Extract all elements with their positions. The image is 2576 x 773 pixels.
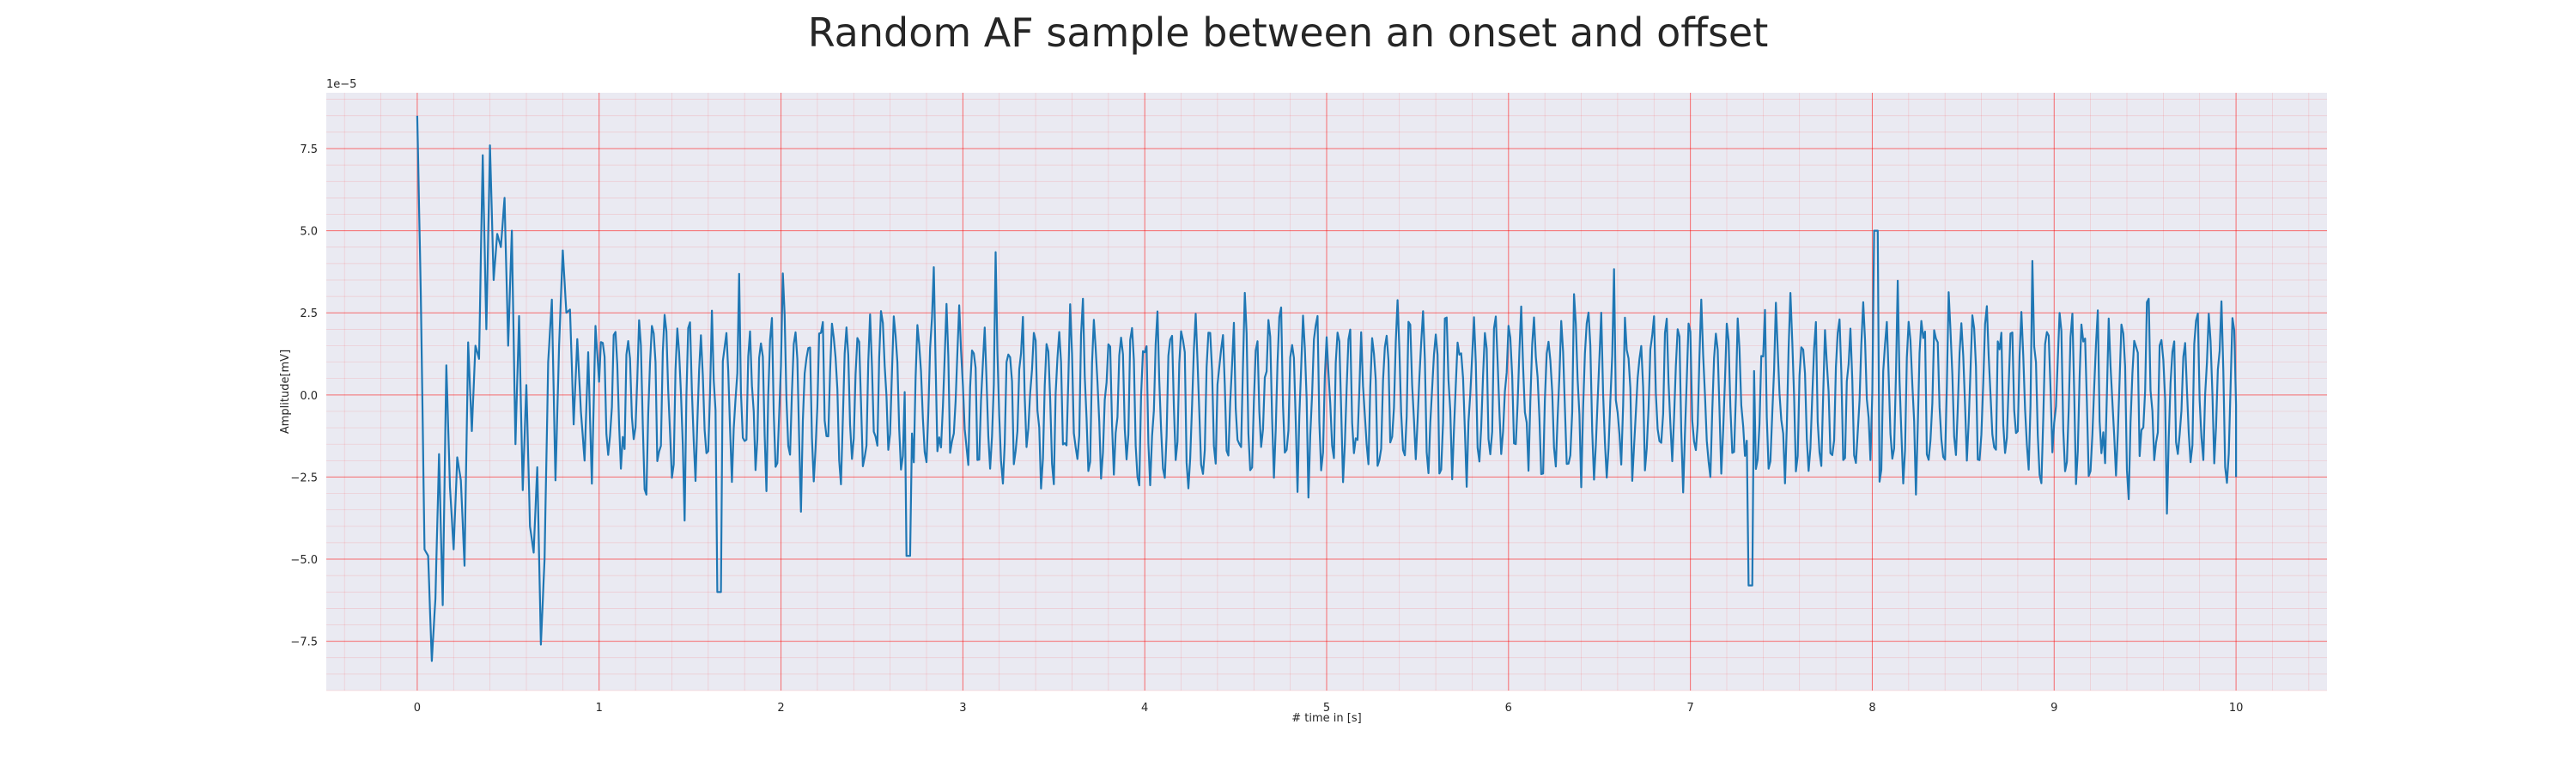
y-tick-label: −7.5: [290, 636, 318, 649]
x-tick-label: 1: [596, 702, 603, 715]
signal-series-line: [416, 115, 2238, 662]
x-tick-label: 8: [1868, 702, 1875, 715]
y-tick-label: 2.5: [300, 307, 318, 320]
y-axis-label: Amplitude[mV]: [279, 350, 292, 434]
x-tick-label: 9: [2050, 702, 2057, 715]
y-tick-label: 0.0: [300, 390, 318, 403]
x-axis-label: # time in [s]: [1291, 712, 1361, 725]
y-tick-label: 5.0: [300, 226, 318, 239]
x-tick-label: 5: [1323, 702, 1330, 715]
x-tick-label: 4: [1141, 702, 1148, 715]
x-tick-label: 7: [1686, 702, 1693, 715]
x-tick-label: 0: [414, 702, 421, 715]
x-tick-label: 6: [1505, 702, 1512, 715]
x-tick-label: 10: [2229, 702, 2244, 715]
x-tick-label: 2: [777, 702, 784, 715]
y-tick-labels: −7.5 −5.0 −2.5 0.0 2.5 5.0 7.5: [290, 143, 318, 649]
x-tick-labels: 0 1 2 3 4 5 6 7 8 9 10: [414, 702, 2244, 715]
chart-title: Random AF sample between an onset and of…: [808, 9, 1769, 56]
y-offset-label: 1e−5: [326, 78, 356, 91]
y-tick-label: 7.5: [300, 143, 318, 156]
y-tick-label: −2.5: [290, 472, 318, 484]
y-tick-label: −5.0: [290, 554, 318, 567]
x-tick-label: 3: [959, 702, 966, 715]
